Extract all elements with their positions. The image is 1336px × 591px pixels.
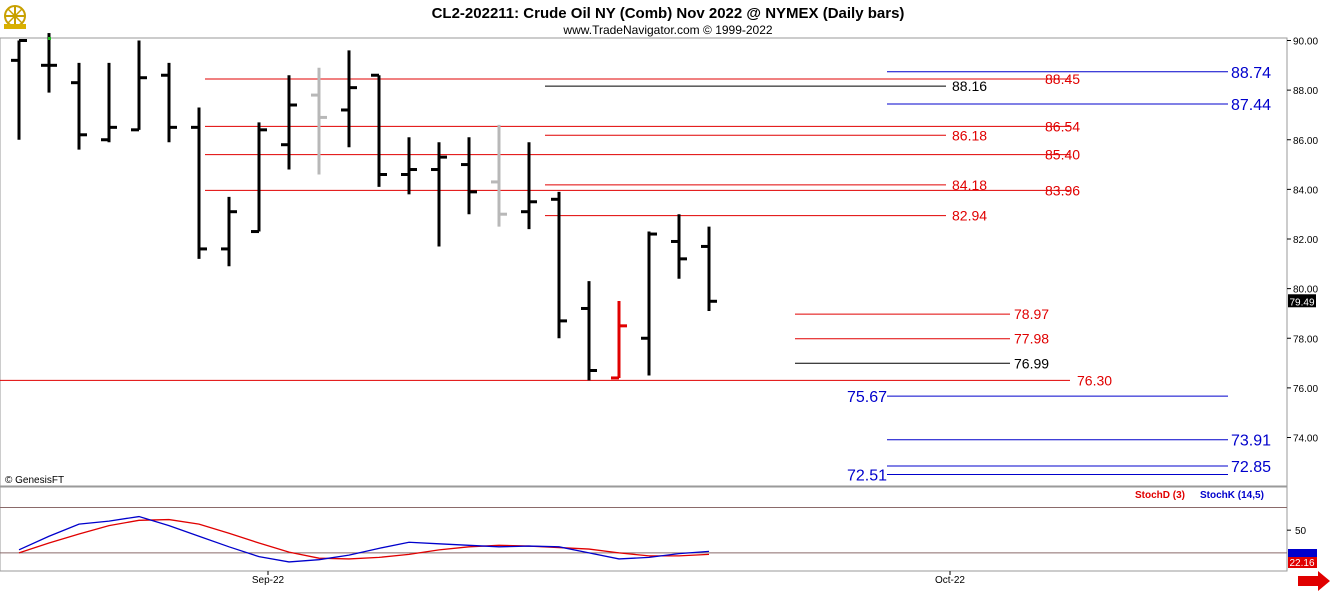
level-label: 83.96 — [1045, 182, 1080, 198]
stoch-last-label: 22.16 — [1289, 558, 1314, 569]
ohlc-bar — [551, 191, 567, 339]
ohlc-bar — [371, 73, 387, 187]
ohlc-bar — [281, 75, 297, 170]
level-label: 86.54 — [1045, 118, 1080, 134]
stoch-legend-entry: StochD (3) — [1135, 490, 1185, 501]
price-bars — [11, 33, 717, 381]
level-label: 84.18 — [952, 177, 987, 193]
stoch-tick-label: 50 — [1295, 526, 1307, 537]
stoch-lines — [18, 515, 710, 563]
level-label: 77.98 — [1014, 331, 1049, 347]
level-label: 87.44 — [1231, 97, 1271, 114]
price-tick-label: 88.00 — [1293, 86, 1318, 97]
ohlc-bar — [101, 62, 117, 143]
ohlc-bar — [611, 301, 627, 380]
ohlc-bar — [431, 142, 447, 247]
ohlc-bar — [161, 62, 177, 143]
ohlc-bar — [41, 33, 57, 93]
ohlc-bar — [341, 50, 357, 148]
ohlc-bar — [671, 214, 687, 279]
level-label: 73.91 — [1231, 433, 1271, 450]
brand-logo — [4, 5, 26, 29]
level-label: 76.99 — [1014, 355, 1049, 371]
level-label: 88.16 — [952, 78, 987, 94]
level-label: 72.51 — [847, 467, 887, 484]
price-tick-label: 78.00 — [1293, 334, 1318, 345]
ohlc-bar — [71, 62, 87, 150]
chart-title: CL2-202211: Crude Oil NY (Comb) Nov 2022… — [432, 5, 905, 22]
level-lines: 88.45 86.54 85.40 83.96 76.30 88.16 86.18 84.18… — [0, 65, 1271, 484]
price-tick-label: 84.00 — [1293, 185, 1318, 196]
price-tick-label: 90.00 — [1293, 37, 1318, 48]
price-axis: 90.00 88.00 86.00 84.00 82.00 80.00 78.00 76.00… — [1287, 37, 1318, 445]
price-tick-label: 74.00 — [1293, 434, 1318, 445]
level-label: 82.94 — [952, 208, 987, 224]
ohlc-bar — [251, 122, 267, 234]
price-tick-label: 86.00 — [1293, 136, 1318, 147]
level-label: 86.18 — [952, 127, 987, 143]
date-axis: Sep-22 Oct-22 — [252, 571, 965, 586]
ohlc-bar — [701, 226, 717, 311]
header-bar — [0, 0, 1336, 37]
level-label: 76.30 — [1077, 372, 1112, 388]
last-price-label: 79.49 — [1289, 297, 1314, 308]
stoch-series-line — [18, 515, 710, 563]
last-price-badge: 79.49 — [1288, 294, 1316, 308]
ohlc-bar — [401, 137, 417, 195]
level-label: 85.40 — [1045, 147, 1080, 163]
ohlc-bar — [521, 142, 537, 230]
copyright-label: © GenesisFT — [5, 475, 64, 486]
date-tick-label: Oct-22 — [935, 575, 965, 586]
ohlc-bar — [221, 196, 237, 267]
ohlc-bar — [491, 124, 507, 227]
stoch-legend: StochD (3) StochK (14,5) — [1135, 490, 1264, 501]
level-label: 78.97 — [1014, 306, 1049, 322]
stoch-legend-entry: StochK (14,5) — [1200, 490, 1264, 501]
ohlc-bar — [11, 39, 27, 140]
price-tick-label: 80.00 — [1293, 285, 1318, 296]
level-label: 88.45 — [1045, 71, 1080, 87]
price-tick-label: 82.00 — [1293, 235, 1318, 246]
price-panel — [0, 37, 1288, 487]
price-tick-label: 76.00 — [1293, 384, 1318, 395]
date-tick-label: Sep-22 — [252, 575, 285, 586]
stoch-series-line — [18, 518, 710, 560]
ohlc-bar — [581, 281, 597, 381]
stoch-last-badge: 22.16 — [1288, 549, 1317, 569]
stoch-axis: 50 — [1287, 526, 1307, 537]
ohlc-bar — [461, 137, 477, 215]
stoch-reference-lines — [0, 506, 1287, 554]
ohlc-bar — [311, 67, 327, 175]
chart-subtitle: www.TradeNavigator.com © 1999-2022 — [562, 23, 772, 37]
ohlc-bar — [641, 231, 657, 376]
ohlc-bar — [191, 107, 207, 259]
scroll-right-arrow-icon[interactable] — [1298, 571, 1330, 591]
marker — [48, 37, 51, 40]
level-label: 75.67 — [847, 389, 887, 406]
stoch-panel — [0, 486, 1288, 572]
level-label: 72.85 — [1231, 459, 1271, 476]
ohlc-bar — [131, 40, 147, 132]
level-label: 88.74 — [1231, 65, 1271, 82]
